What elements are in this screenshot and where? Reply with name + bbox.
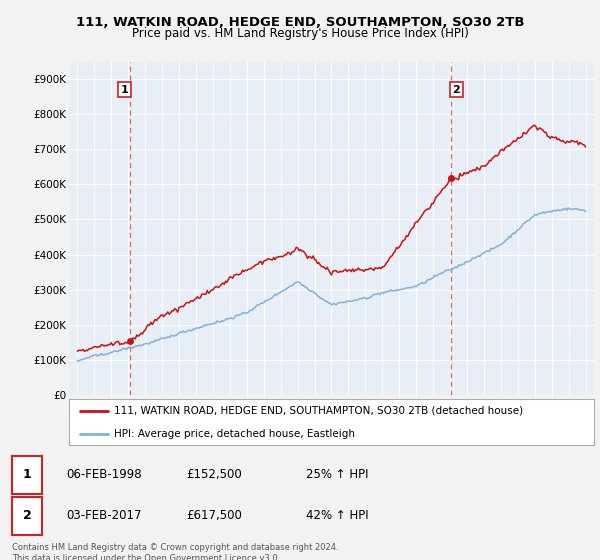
Text: 111, WATKIN ROAD, HEDGE END, SOUTHAMPTON, SO30 2TB: 111, WATKIN ROAD, HEDGE END, SOUTHAMPTON… [76, 16, 524, 29]
Text: 111, WATKIN ROAD, HEDGE END, SOUTHAMPTON, SO30 2TB (detached house): 111, WATKIN ROAD, HEDGE END, SOUTHAMPTON… [113, 406, 523, 416]
Text: 1: 1 [121, 85, 128, 95]
Text: Contains HM Land Registry data © Crown copyright and database right 2024.
This d: Contains HM Land Registry data © Crown c… [12, 543, 338, 560]
Text: 1: 1 [23, 468, 32, 482]
Text: 42% ↑ HPI: 42% ↑ HPI [307, 509, 369, 522]
Text: £152,500: £152,500 [187, 468, 242, 482]
Text: HPI: Average price, detached house, Eastleigh: HPI: Average price, detached house, East… [113, 429, 355, 438]
Text: 2: 2 [452, 85, 460, 95]
Text: 03-FEB-2017: 03-FEB-2017 [67, 509, 142, 522]
Text: 25% ↑ HPI: 25% ↑ HPI [307, 468, 369, 482]
Text: 06-FEB-1998: 06-FEB-1998 [67, 468, 142, 482]
Text: Price paid vs. HM Land Registry's House Price Index (HPI): Price paid vs. HM Land Registry's House … [131, 27, 469, 40]
Text: £617,500: £617,500 [187, 509, 242, 522]
Text: 2: 2 [23, 509, 32, 522]
